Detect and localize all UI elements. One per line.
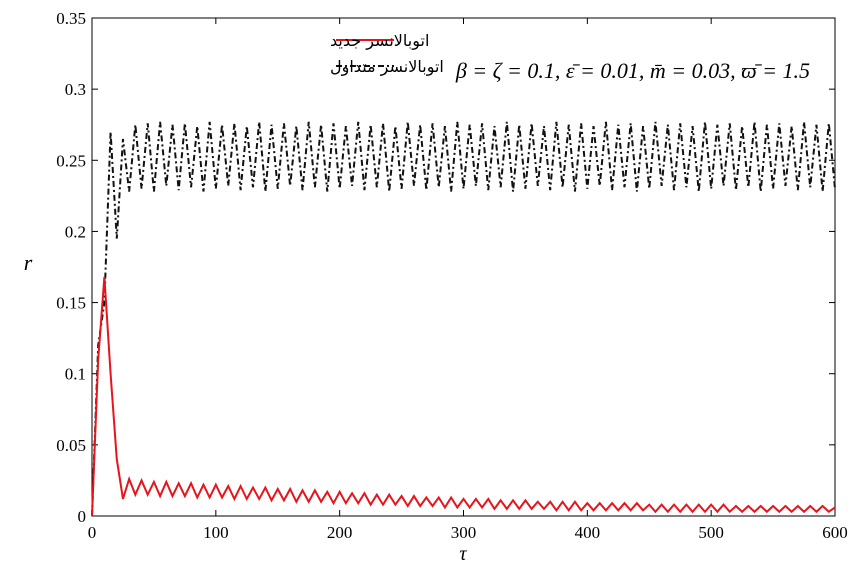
y-tick-label: 0.2 — [65, 222, 86, 241]
y-tick-label: 0 — [78, 507, 87, 526]
x-tick-label: 400 — [575, 523, 601, 542]
y-axis-label: r — [24, 250, 33, 275]
plot-frame — [91, 17, 836, 517]
data-line — [91, 121, 836, 517]
y-tick-label: 0.25 — [56, 151, 86, 170]
legend-label: اتوبالانسر جدید — [330, 31, 429, 51]
y-tick-label: 0.3 — [65, 80, 86, 99]
y-tick-label: 0.15 — [56, 294, 86, 313]
x-tick-label: 100 — [203, 523, 229, 542]
x-tick-label: 300 — [451, 523, 477, 542]
data-line — [91, 276, 836, 517]
x-tick-label: 600 — [822, 523, 848, 542]
x-tick-label: 500 — [698, 523, 724, 542]
annotation: β = ζ = 0.1, ε̄ = 0.01, m̄ = 0.03, ϖ̄ = … — [455, 58, 810, 83]
x-tick-label: 200 — [327, 523, 353, 542]
y-tick-label: 0.1 — [65, 365, 86, 384]
x-axis-label: τ — [459, 543, 467, 564]
y-tick-label: 0.05 — [56, 436, 86, 455]
x-tick-label: 0 — [88, 523, 97, 542]
legend-label: اتوبالانسر متداول — [330, 57, 444, 77]
y-tick-label: 0.35 — [56, 9, 86, 28]
